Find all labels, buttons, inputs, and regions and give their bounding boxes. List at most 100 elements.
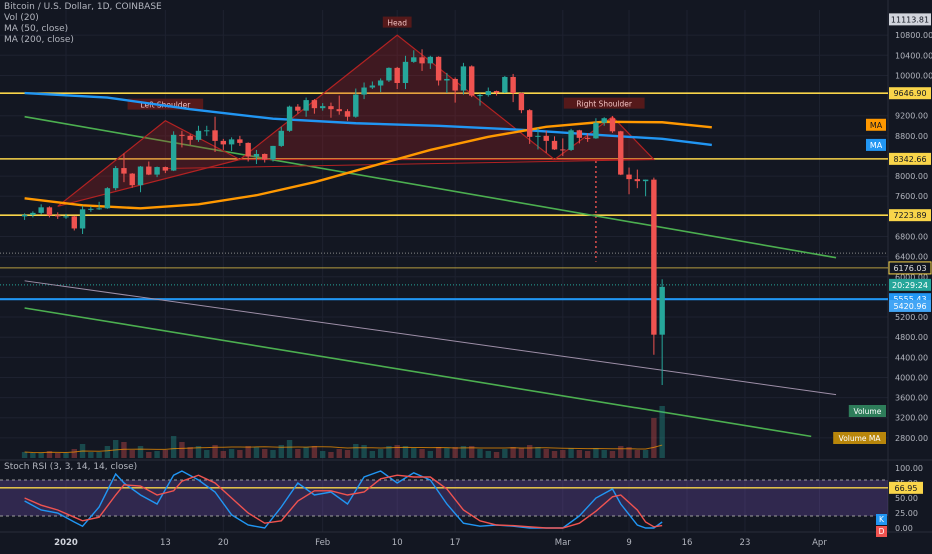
volume-bar [303, 447, 309, 458]
candle [477, 93, 483, 106]
candle [104, 187, 111, 209]
date-tick: 9 [626, 538, 631, 548]
stoch-badge-d: D [876, 526, 887, 537]
candle-body [634, 179, 641, 182]
volume-bar [427, 451, 434, 458]
volume-label-box [848, 405, 886, 417]
price-axis[interactable]: 2800.00 3200.00 3600.00 4000.00 4400.00 4800.… [833, 13, 932, 537]
candle-body [353, 94, 359, 117]
date-tick: 17 [450, 538, 461, 548]
price-label-box [889, 87, 931, 100]
stoch-rsi-title[interactable]: Stoch RSI (3, 3, 14, 14, close) [4, 462, 138, 472]
candle [30, 211, 36, 218]
candle [361, 82, 367, 100]
volume-bar [319, 451, 326, 458]
candle [609, 116, 616, 133]
candle [162, 166, 169, 174]
stoch-tick: 25.00 [895, 509, 918, 518]
candle [427, 55, 434, 69]
candle [469, 65, 475, 98]
volume-bar [286, 440, 293, 458]
volume-bar [411, 448, 417, 458]
stoch-rsi-pane [0, 470, 888, 529]
candle [485, 87, 491, 97]
volume-bar [435, 447, 442, 458]
ma200-line [24, 91, 712, 147]
candle [170, 131, 177, 172]
candle [121, 153, 127, 183]
volume-bar [30, 453, 36, 458]
date-axis[interactable]: 2020 13 20 Feb 10 17 Mar 9 16 23 Apr [54, 538, 827, 548]
symbol-title[interactable]: Bitcoin / U.S. Dollar, 1D, COINBASE [4, 2, 162, 12]
neckline [165, 159, 654, 170]
candle [601, 117, 607, 126]
candle [319, 103, 326, 111]
candle-body [560, 149, 566, 151]
legend-ma200[interactable]: MA (200, close) [4, 35, 74, 45]
candle-body [46, 207, 53, 216]
candle-body [584, 137, 591, 139]
candle-body [593, 122, 599, 139]
candle-body [228, 139, 235, 145]
price-label-box [889, 299, 931, 312]
stoch-d-line [24, 474, 663, 529]
volume-bar [146, 452, 152, 458]
candle-body [96, 208, 102, 210]
candle [137, 166, 144, 193]
candle [112, 166, 119, 191]
candle-body [71, 216, 77, 229]
candle [328, 102, 334, 118]
volume-bar [510, 447, 516, 458]
volume-ma-label: Volume MA [833, 432, 886, 444]
price-label-text: 7223.89 [893, 211, 926, 220]
candle-body [195, 130, 202, 140]
volume-bar [129, 450, 135, 458]
volume-label: Volume [848, 405, 886, 417]
candle-body [477, 95, 483, 97]
candle-body [551, 140, 558, 150]
candle [551, 136, 558, 150]
candle-body [336, 109, 342, 112]
candle [369, 81, 376, 90]
candle [518, 92, 525, 114]
candle [386, 67, 392, 82]
candle [237, 135, 243, 146]
volume-bar [121, 442, 127, 458]
price-tick: 10400.00 [895, 51, 932, 60]
volume-bar [626, 447, 632, 458]
price-tick: 6400.00 [895, 253, 928, 262]
candle [344, 109, 351, 121]
volume-bar [386, 446, 392, 458]
price-tick: 6000.00 [895, 273, 928, 282]
volume-bar [634, 450, 641, 458]
volume-bar [361, 445, 367, 458]
volume-ma-label-text: Volume MA [839, 434, 882, 443]
volume-bar [551, 451, 558, 458]
legend-ma50[interactable]: MA (50, close) [4, 24, 69, 34]
volume-bar [419, 449, 425, 458]
candle [593, 118, 599, 139]
stoch-badge-box [876, 514, 887, 525]
candle [626, 167, 632, 195]
stoch-k-line [24, 470, 663, 529]
candle-body [328, 106, 334, 110]
volume-bar [601, 450, 607, 458]
stoch-badge-text: D [879, 527, 885, 536]
volume-bar [137, 446, 144, 458]
trend-line-lower-green [24, 307, 812, 438]
price-label-text: MA [870, 121, 883, 130]
candle [270, 145, 276, 162]
price-tick: 9200.00 [895, 112, 928, 121]
volume-bar [204, 450, 210, 458]
price-label-text: 20:29:24 [892, 281, 928, 290]
price-label: MA [866, 138, 886, 151]
candle-body [30, 212, 36, 215]
volume-ma-label-box [833, 432, 886, 444]
price-label-box [866, 118, 886, 131]
volume-bar [187, 447, 193, 458]
legend-vol[interactable]: Vol (20) [4, 13, 39, 23]
volume-bar [253, 447, 260, 458]
candle [394, 66, 400, 90]
